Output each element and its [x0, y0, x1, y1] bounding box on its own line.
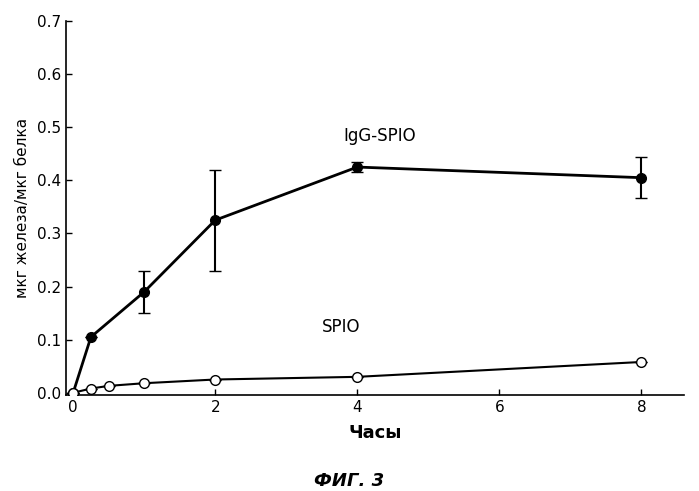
Y-axis label: мкг железа/мкг белка: мкг железа/мкг белка: [15, 118, 30, 298]
Text: ФИГ. 3: ФИГ. 3: [315, 472, 384, 490]
Text: IgG-SPIO: IgG-SPIO: [343, 127, 416, 144]
Text: SPIO: SPIO: [322, 318, 360, 336]
X-axis label: Часы: Часы: [348, 424, 402, 441]
